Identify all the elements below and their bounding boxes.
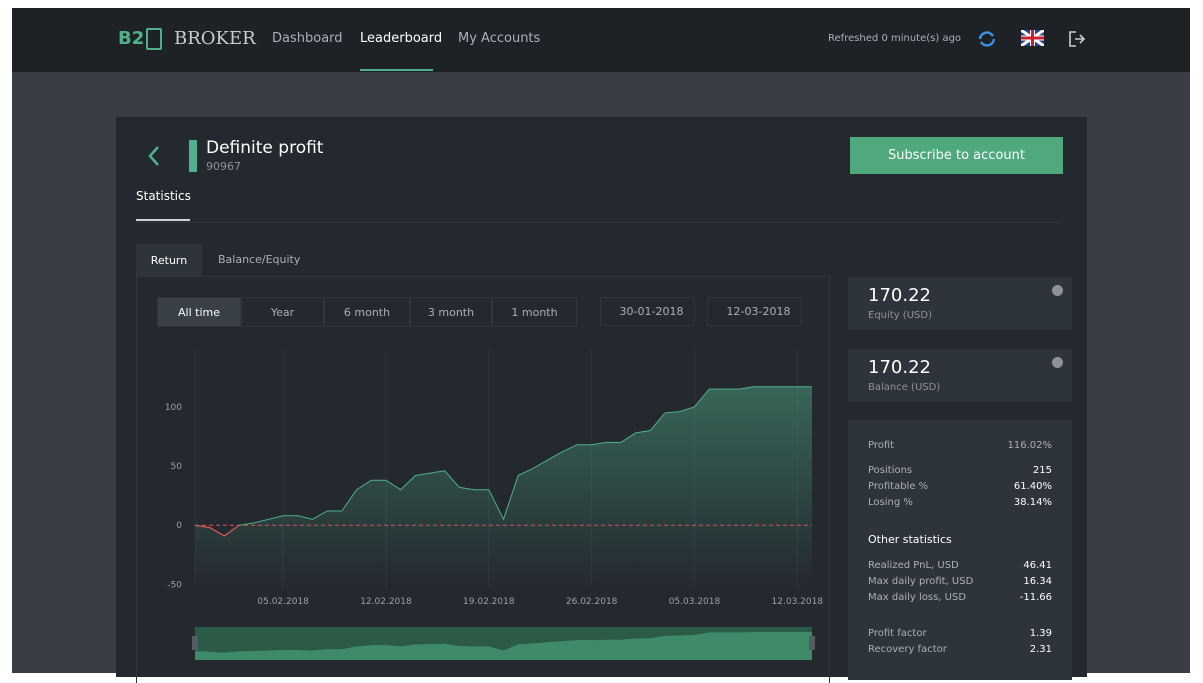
info-icon[interactable] — [1052, 357, 1063, 368]
y-tick-label: 50 — [171, 462, 183, 472]
navigator-handle — [192, 636, 198, 650]
stat-value: 116.02% — [1007, 440, 1053, 451]
return-area — [195, 386, 812, 588]
range-button[interactable]: 1 month — [492, 297, 577, 327]
card-value: 170.22 — [868, 285, 931, 306]
brand[interactable]: BROKER — [174, 28, 256, 49]
tab-underline — [136, 219, 190, 221]
subscribe-button[interactable]: Subscribe to account — [850, 137, 1063, 174]
stat-card: 170.22 Equity (USD) — [848, 277, 1072, 330]
x-tick-label: 12.02.2018 — [360, 597, 412, 607]
stat-label: Max daily profit, USD — [868, 576, 974, 587]
stat-label: Max daily loss, USD — [868, 592, 967, 603]
card-label: Equity (USD) — [868, 310, 932, 321]
range-button[interactable]: Year — [241, 297, 324, 327]
stat-card: 170.22 Balance (USD) — [848, 349, 1072, 402]
x-tick-label: 12.03.2018 — [772, 597, 824, 607]
stat-value: -11.66 — [1019, 592, 1052, 603]
subtab[interactable]: Balance/Equity — [218, 253, 301, 266]
logo[interactable]: B2 — [118, 28, 145, 49]
account-marker — [189, 140, 197, 172]
back-arrow[interactable] — [146, 145, 162, 167]
divider — [136, 222, 1063, 223]
stats-box: Profit 116.02% Positions 215 Profitable % 61.… — [848, 420, 1072, 680]
logout-icon[interactable] — [1067, 29, 1087, 49]
stat-value: 46.41 — [1023, 560, 1052, 571]
return-line — [194, 386, 812, 537]
statistics-tab[interactable]: Statistics — [136, 189, 191, 203]
stat-value: 1.39 — [1029, 628, 1052, 639]
chart-frame — [136, 276, 830, 683]
account-name: Definite profit — [206, 138, 324, 158]
stat-label: Losing % — [868, 497, 913, 508]
stats-title: Other statistics — [868, 533, 952, 546]
range-button[interactable]: 6 month — [324, 297, 410, 327]
y-tick-label: 0 — [176, 521, 182, 531]
x-tick-label: 05.02.2018 — [257, 597, 309, 607]
stat-value: 61.40% — [1013, 481, 1052, 492]
top-bar: B2 BROKER Dashboard Leaderboard My Accou… — [12, 8, 1190, 72]
stat-label: Profitable % — [868, 481, 929, 492]
date-to[interactable]: 12-03-2018 — [707, 297, 802, 326]
range-button[interactable]: All time — [157, 297, 241, 327]
navigator-area — [195, 632, 812, 660]
logo-icon — [146, 28, 162, 50]
x-tick-label: 19.02.2018 — [463, 597, 515, 607]
navigator-handle — [809, 636, 815, 650]
range-button[interactable]: 3 month — [410, 297, 492, 327]
date-to-text: 12-03-2018 — [726, 305, 791, 318]
language-flag[interactable] — [1021, 30, 1044, 46]
stat-label: Profit — [868, 440, 895, 451]
account-id: 90967 — [206, 160, 241, 173]
card-value: 170.22 — [868, 357, 931, 378]
refreshed: Refreshed 0 minute(s) ago — [828, 33, 962, 44]
stat-value: 16.34 — [1023, 576, 1052, 587]
date-from[interactable]: 30-01-2018 — [600, 297, 695, 326]
nav-link[interactable]: Dashboard — [272, 31, 343, 46]
x-tick-label: 05.03.2018 — [669, 597, 721, 607]
nav-underline — [360, 69, 433, 71]
stat-value: 2.31 — [1029, 644, 1052, 655]
x-tick-label: 26.02.2018 — [566, 597, 618, 607]
stat-label: Recovery factor — [868, 644, 947, 655]
stat-label: Positions — [868, 465, 913, 476]
stat-label: Profit factor — [868, 628, 927, 639]
info-icon[interactable] — [1052, 285, 1063, 296]
stat-label: Realized PnL, USD — [868, 560, 959, 571]
stat-value: 215 — [1032, 465, 1052, 476]
subtab-active[interactable]: Return — [136, 244, 202, 276]
date-from-text: 30-01-2018 — [619, 305, 684, 318]
nav-link[interactable]: My Accounts — [458, 31, 541, 46]
nav-link-active[interactable]: Leaderboard — [360, 31, 443, 46]
stat-value: 38.14% — [1013, 497, 1052, 508]
refresh-icon[interactable] — [976, 28, 998, 50]
y-tick-label: -50 — [167, 580, 182, 590]
card-label: Balance (USD) — [868, 382, 941, 393]
y-tick-label: 100 — [165, 403, 182, 413]
